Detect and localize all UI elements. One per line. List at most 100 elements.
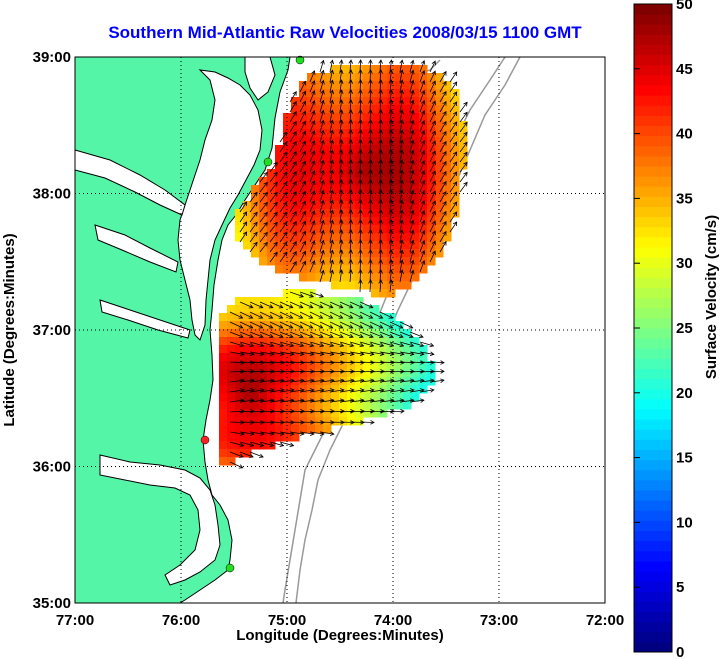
velocity-arrow [349, 90, 352, 103]
velocity-arrow [329, 160, 333, 173]
velocity-arrow [389, 280, 392, 293]
velocity-arrow [419, 140, 425, 153]
velocity-arrow-head [268, 314, 274, 319]
velocity-arrow-head [378, 169, 383, 174]
velocity-arrow [229, 370, 245, 373]
velocity-cell [395, 281, 404, 290]
velocity-cell [403, 193, 412, 202]
velocity-cell [443, 145, 452, 154]
velocity-arrow-head [348, 269, 354, 274]
velocity-cell [395, 153, 404, 162]
velocity-arrow-head [368, 279, 373, 284]
velocity-arrow-head [452, 81, 458, 87]
velocity-cell [379, 177, 388, 186]
velocity-cell [307, 209, 316, 218]
velocity-cell [299, 153, 308, 162]
velocity-arrow-head [249, 342, 255, 348]
velocity-arrow [439, 81, 447, 93]
velocity-arrow-head [280, 360, 285, 365]
velocity-arrow [329, 90, 333, 103]
colorbar-step [634, 4, 672, 15]
velocity-arrow [409, 331, 424, 338]
velocity-cell [291, 201, 300, 210]
velocity-arrow-head [429, 388, 435, 393]
velocity-cell [371, 177, 380, 186]
velocity-arrow [289, 241, 297, 253]
velocity-arrow [379, 230, 382, 243]
velocity-cell [227, 409, 236, 418]
velocity-arrow [339, 301, 353, 309]
velocity-arrow [259, 301, 273, 309]
velocity-arrow-head [263, 181, 268, 187]
velocity-cell [435, 121, 444, 130]
velocity-arrow-head [420, 69, 426, 75]
velocity-arrow [239, 389, 254, 393]
velocity-cell [331, 65, 340, 74]
velocity-arrow-head [311, 70, 316, 75]
velocity-arrow [249, 399, 264, 403]
velocity-cell [227, 321, 236, 330]
velocity-cell [443, 193, 452, 202]
velocity-arrow [239, 301, 253, 309]
velocity-arrow-head [348, 89, 354, 94]
velocity-cell [235, 329, 244, 338]
velocity-arrow [409, 160, 414, 173]
velocity-cell [443, 81, 452, 90]
velocity-arrow [309, 370, 325, 373]
colorbar-step [634, 135, 672, 147]
velocity-arrow-head [410, 69, 415, 75]
velocity-cell [219, 313, 228, 322]
velocity-cell [323, 177, 332, 186]
velocity-arrow-head [300, 369, 305, 374]
velocity-cell [243, 361, 252, 370]
velocity-cell [275, 305, 284, 314]
velocity-arrow-head [388, 109, 394, 114]
velocity-cell [427, 81, 436, 90]
velocity-arrow-head [273, 251, 278, 257]
velocity-arrow-head [338, 99, 344, 105]
velocity-arrow-head [348, 219, 354, 224]
velocity-arrow [249, 379, 264, 383]
velocity-arrow-head [320, 239, 325, 245]
velocity-arrow [269, 321, 283, 329]
velocity-arrow [279, 301, 293, 309]
velocity-arrow [269, 410, 284, 413]
velocity-cell [315, 113, 324, 122]
velocity-cell [347, 105, 356, 114]
velocity-cell [299, 305, 308, 314]
velocity-arrow-head [400, 369, 405, 374]
velocity-cell [363, 345, 372, 354]
velocity-arrow-head [463, 111, 468, 117]
velocity-cell [339, 81, 348, 90]
velocity-cell [323, 337, 332, 346]
velocity-arrow [319, 110, 324, 123]
velocity-arrow-head [348, 209, 354, 214]
velocity-arrow [439, 91, 447, 103]
velocity-cell [347, 337, 356, 346]
velocity-arrow [359, 259, 362, 273]
velocity-cell [307, 129, 316, 138]
velocity-arrow-head [358, 333, 364, 339]
velocity-arrow [329, 331, 344, 338]
velocity-arrow [409, 100, 414, 113]
velocity-cell [419, 185, 428, 194]
velocity-cell [379, 241, 388, 250]
velocity-arrow [309, 240, 315, 253]
velocity-arrow [349, 331, 364, 338]
velocity-cell [291, 337, 300, 346]
velocity-cell [291, 137, 300, 146]
velocity-arrow-head [348, 259, 354, 264]
velocity-cell [307, 321, 316, 330]
velocity-cell [323, 305, 332, 314]
velocity-cell [419, 73, 428, 82]
velocity-cell [403, 225, 412, 234]
velocity-arrow [409, 361, 425, 364]
velocity-arrow [269, 202, 278, 213]
velocity-arrow [399, 389, 414, 393]
velocity-cell [315, 417, 324, 426]
velocity-cell [275, 401, 284, 410]
velocity-arrow [399, 361, 415, 364]
velocity-cell [267, 193, 276, 202]
velocity-arrow-head [328, 304, 334, 309]
velocity-cell [443, 89, 452, 98]
